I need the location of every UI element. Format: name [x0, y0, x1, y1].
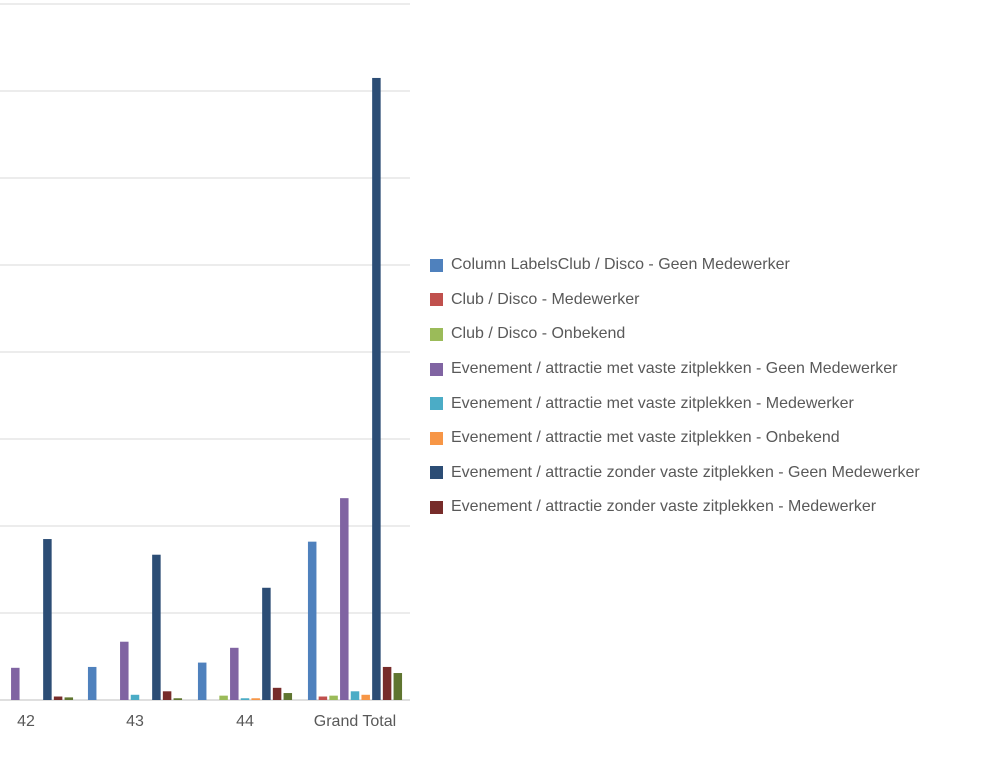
legend: Column LabelsClub / Disco - Geen Medewer…: [430, 248, 995, 525]
bar: [64, 697, 74, 700]
legend-swatch: [430, 500, 443, 514]
legend-item: Club / Disco - Onbekend: [430, 317, 995, 352]
legend-label: Evenement / attractie met vaste zitplekk…: [451, 429, 840, 447]
legend-item: Club / Disco - Medewerker: [430, 283, 995, 318]
x-tick-label: Grand Total: [314, 713, 396, 730]
x-tick-label: 44: [236, 713, 254, 730]
bar: [162, 691, 172, 700]
bar: [219, 695, 228, 700]
bar: [197, 662, 207, 700]
bar: [361, 694, 370, 700]
gridlines: [0, 3, 410, 701]
legend-label: Evenement / attractie zonder vaste zitpl…: [451, 498, 877, 516]
legend-label: Column LabelsClub / Disco - Geen Medewer…: [451, 256, 790, 274]
bar: [382, 666, 392, 700]
bar: [120, 641, 129, 700]
bar: [87, 666, 97, 700]
legend-label: Club / Disco - Onbekend: [451, 325, 626, 343]
x-axis-labels: 42 43 44 Grand Total: [17, 713, 396, 730]
bar: [251, 698, 260, 700]
bar: [283, 693, 293, 700]
bar: [350, 691, 360, 700]
bars: [11, 77, 403, 700]
legend-swatch: [430, 362, 443, 376]
bar: [329, 695, 338, 700]
legend-item: Evenement / attractie met vaste zitplekk…: [430, 421, 995, 456]
bar: [173, 698, 183, 700]
bar: [11, 667, 20, 700]
bar: [53, 696, 63, 700]
bar: [230, 647, 239, 700]
bar: [393, 673, 403, 700]
bar: [272, 687, 282, 700]
bar: [240, 698, 250, 700]
legend-swatch: [430, 258, 443, 272]
bar: [130, 694, 140, 700]
legend-label: Evenement / attractie met vaste zitplekk…: [451, 360, 898, 378]
legend-label: Evenement / attractie met vaste zitplekk…: [451, 394, 854, 412]
legend-label: Evenement / attractie zonder vaste zitpl…: [451, 463, 920, 481]
legend-item: Evenement / attractie zonder vaste zitpl…: [430, 490, 995, 525]
x-tick-label: 43: [126, 713, 144, 730]
legend-item: Evenement / attractie met vaste zitplekk…: [430, 386, 995, 421]
legend-swatch: [430, 431, 443, 445]
bar: [307, 541, 317, 700]
legend-swatch: [430, 397, 443, 411]
bar: [372, 77, 381, 700]
x-tick-label: 42: [17, 713, 35, 730]
legend-item: Evenement / attractie zonder vaste zitpl…: [430, 456, 995, 491]
bar: [340, 498, 349, 700]
legend-swatch: [430, 327, 443, 341]
legend-item: Column LabelsClub / Disco - Geen Medewer…: [430, 248, 995, 283]
legend-swatch: [430, 293, 443, 307]
bar: [318, 696, 328, 700]
legend-item: Evenement / attractie met vaste zitplekk…: [430, 352, 995, 387]
legend-label: Club / Disco - Medewerker: [451, 290, 640, 308]
bar: [43, 539, 52, 700]
legend-swatch: [430, 466, 443, 480]
bar: [152, 554, 161, 700]
bar: [262, 587, 271, 700]
